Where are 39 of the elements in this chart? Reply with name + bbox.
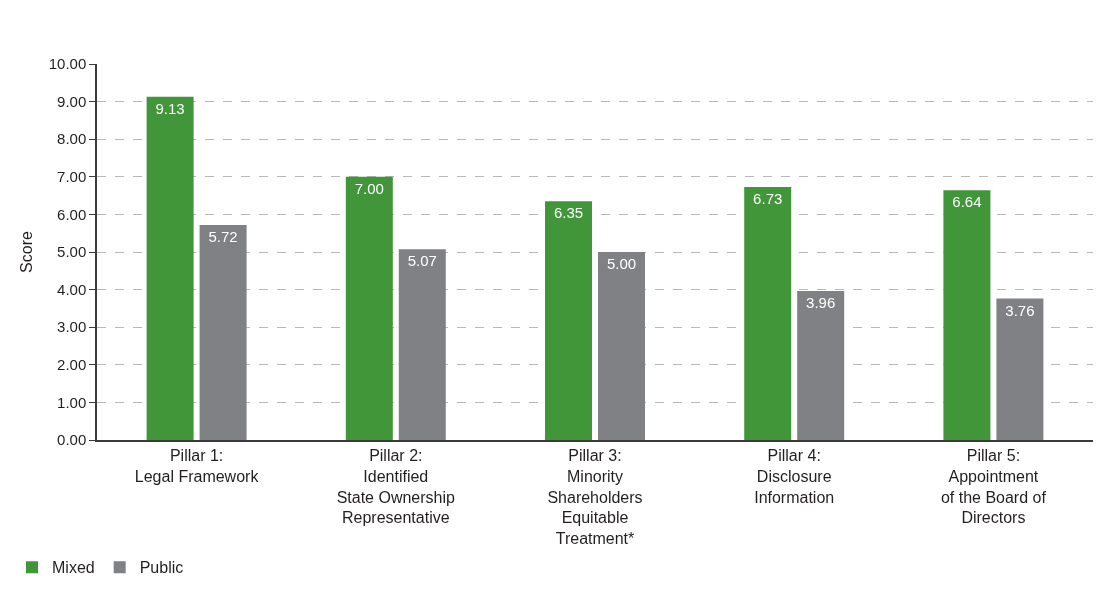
y-tick-label: 7.00: [57, 168, 87, 186]
bar: [345, 176, 393, 440]
bar: [597, 252, 645, 440]
data-label: 3.76: [1005, 301, 1035, 319]
bar: [398, 249, 446, 440]
y-tick-label: 0.00: [57, 431, 87, 449]
data-label: 6.64: [952, 193, 982, 211]
bar: [943, 190, 991, 440]
bar: [146, 96, 194, 440]
data-label: 5.00: [606, 255, 637, 272]
y-tick-label: 9.00: [57, 92, 87, 110]
y-tick-label: 10.00: [48, 55, 87, 73]
bar: [996, 298, 1044, 440]
y-tick-label: 6.00: [57, 205, 87, 223]
bar: [797, 291, 845, 440]
bar: [744, 186, 792, 440]
data-label: 3.96: [806, 294, 836, 312]
x-tick-label: Pillar 1: Legal Framework: [134, 446, 260, 485]
data-label: 6.73: [753, 189, 783, 207]
y-axis-title: Score: [18, 231, 36, 273]
x-tick-label: Pillar 2: Identified State Ownership Representative: [336, 446, 456, 527]
data-label: 5.72: [208, 227, 238, 245]
data-label: 9.13: [155, 99, 185, 117]
legend-label: Public: [139, 559, 184, 577]
data-label: 6.35: [553, 204, 584, 222]
data-label: 5.07: [407, 252, 437, 270]
bar: [545, 201, 593, 440]
legend-label: Mixed: [52, 559, 95, 577]
x-tick-label: Pillar 3: Minority Shareholders Equitable Treatment*: [547, 446, 643, 548]
y-tick-label: 8.00: [57, 130, 87, 148]
y-tick-label: 4.00: [57, 280, 87, 298]
y-tick-label: 2.00: [57, 356, 87, 374]
y-tick-label: 5.00: [57, 243, 87, 261]
x-tick-label: Pillar 4: Disclosure Information: [754, 446, 835, 506]
bar: [199, 224, 247, 440]
y-tick-label: 1.00: [57, 393, 87, 411]
x-tick-label: Pillar 5: Appointment of the Board of Directors: [940, 446, 1047, 527]
data-label: 7.00: [354, 179, 384, 197]
y-tick-label: 3.00: [57, 318, 87, 336]
